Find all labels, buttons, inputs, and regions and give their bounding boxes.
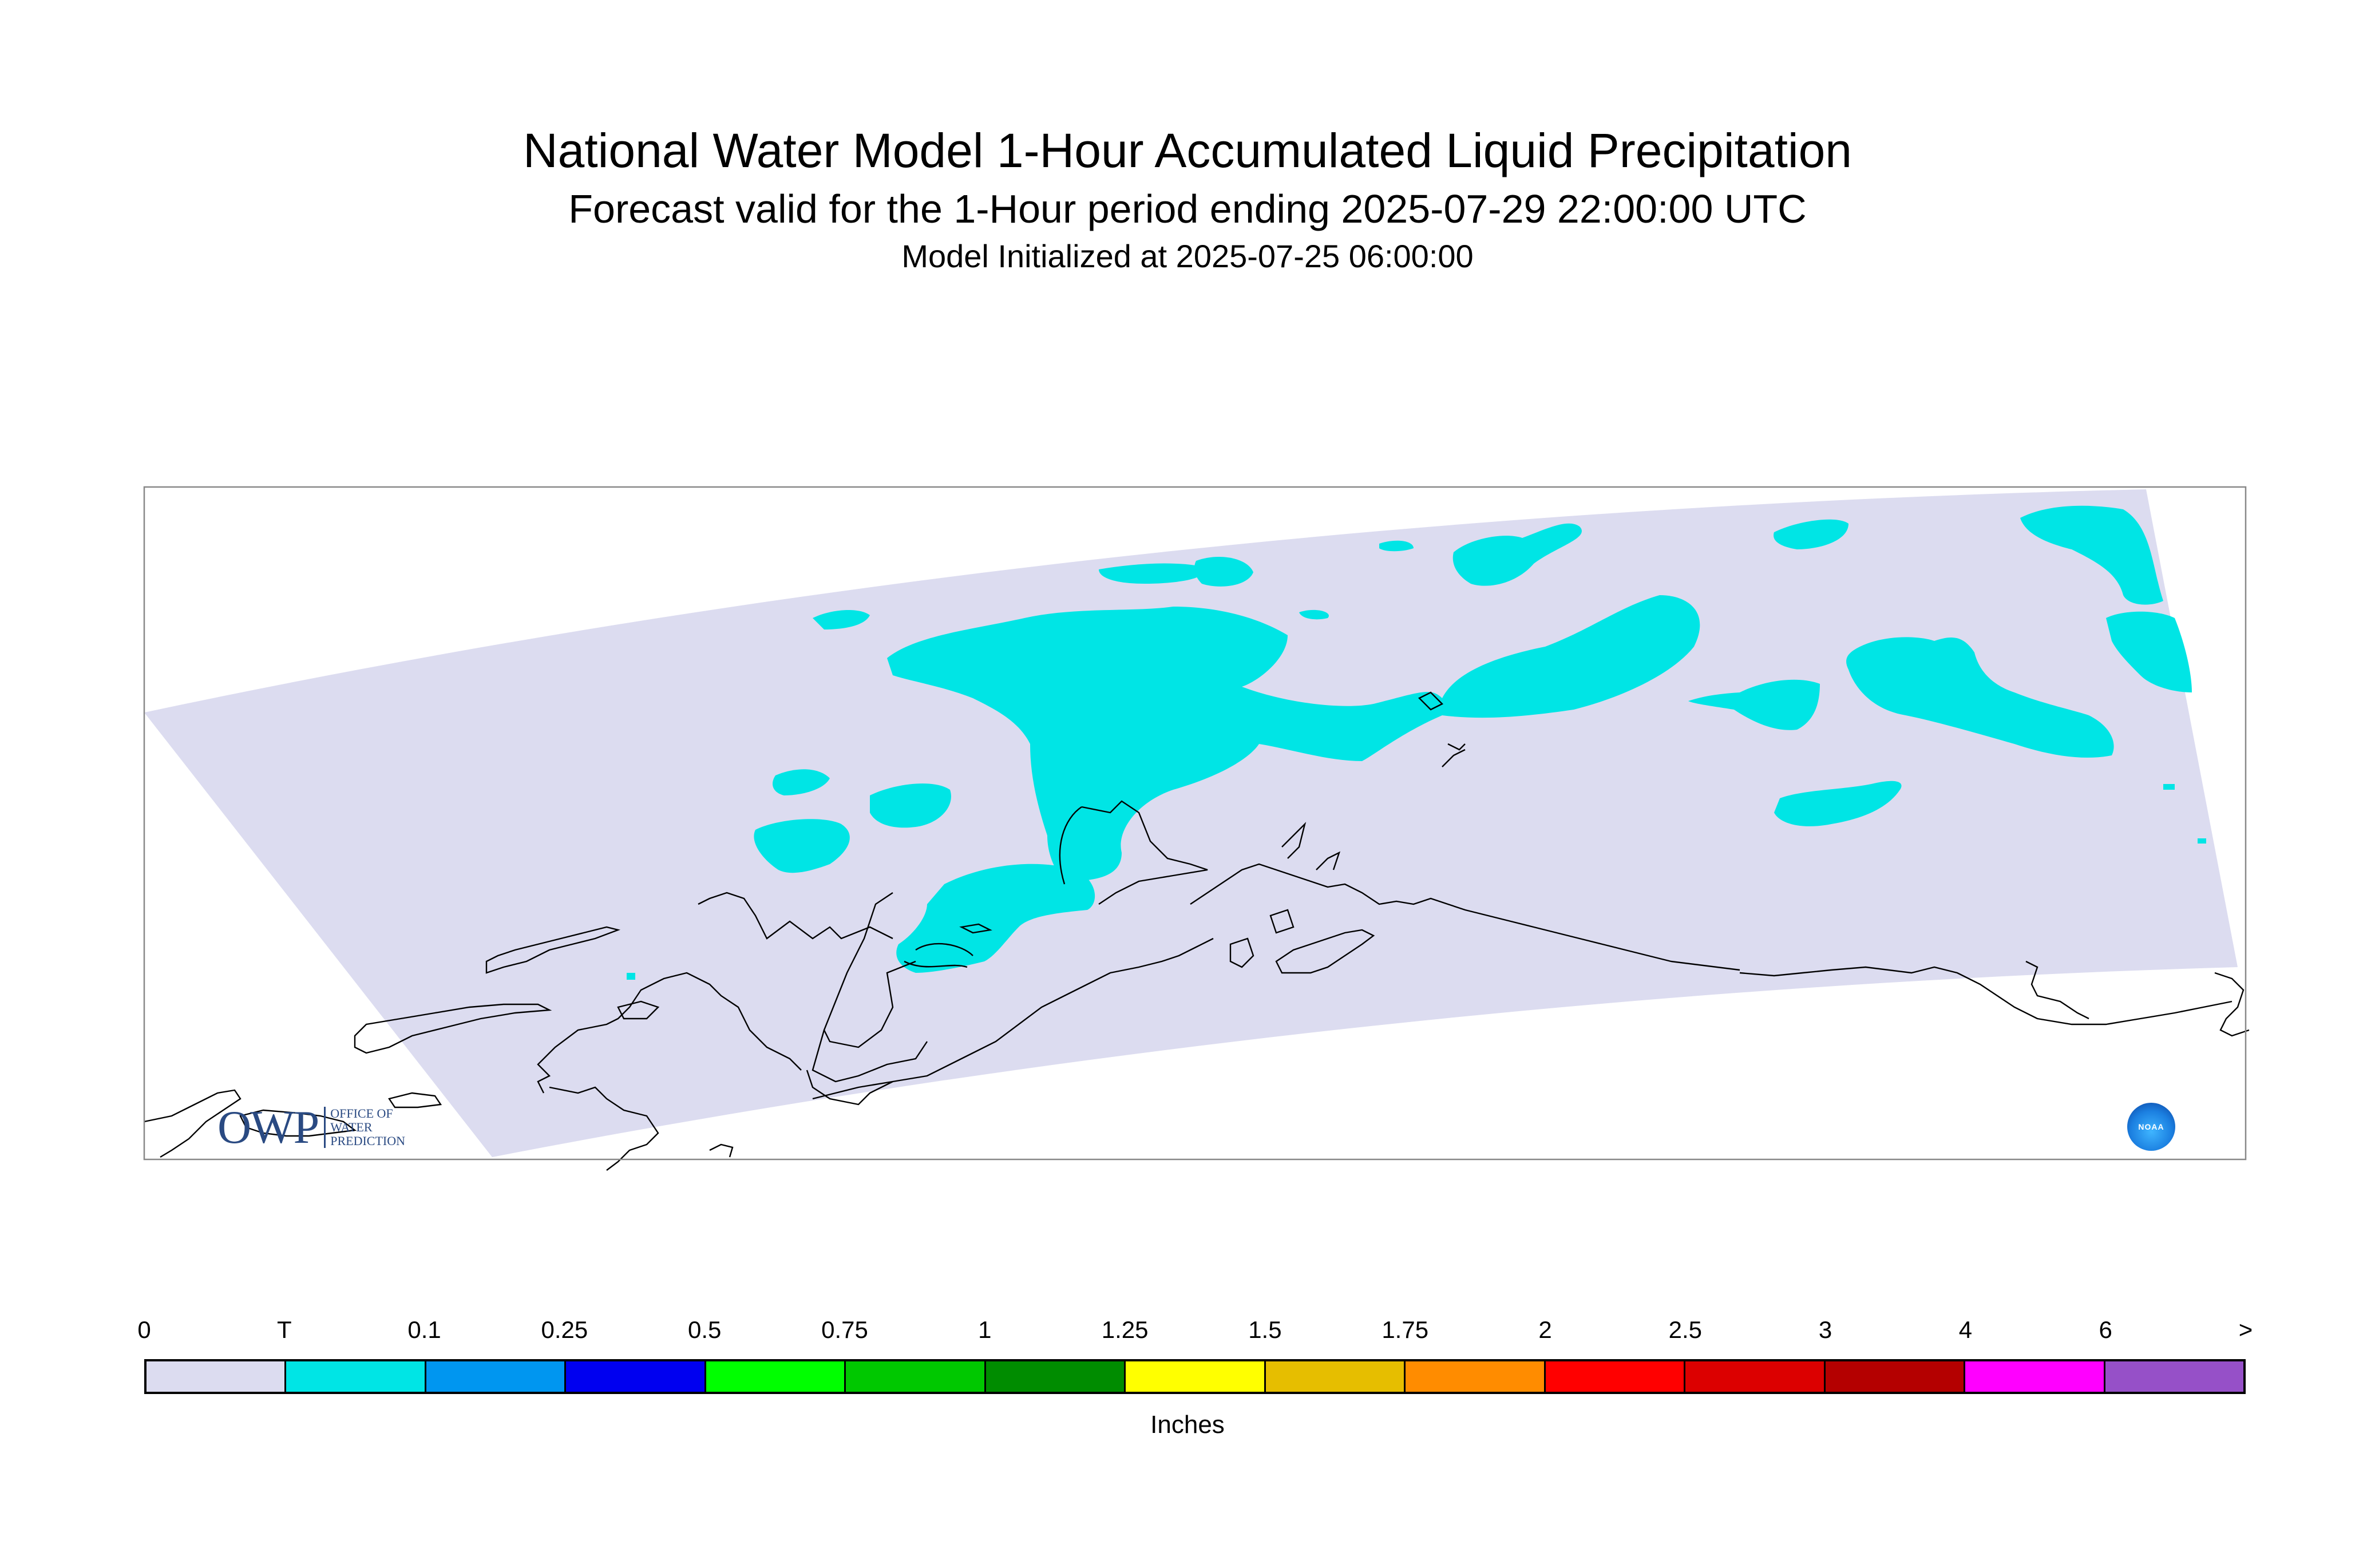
precip-area (870, 783, 951, 828)
precip-area (887, 595, 1700, 881)
coastline (1281, 822, 1341, 870)
legend-swatch (426, 1361, 567, 1392)
legend-tick-label: 1 (978, 1316, 992, 1343)
coastline (1739, 966, 2232, 1025)
coastline (485, 926, 621, 974)
color-legend-bar (144, 1359, 2246, 1394)
legend-swatch (706, 1361, 846, 1392)
legend-units-label: Inches (1150, 1411, 1225, 1439)
precip-area (627, 973, 635, 980)
coastline (812, 937, 1214, 1100)
precip-area (754, 819, 850, 873)
legend-tick-label: 0.25 (541, 1316, 588, 1343)
coastline (1442, 749, 1466, 767)
precip-area (773, 769, 830, 795)
legend-tick-label: 0.5 (687, 1316, 722, 1343)
legend-tick-label: 0 (137, 1316, 151, 1343)
precip-area (2020, 505, 2163, 605)
coastline (823, 892, 916, 1048)
coastline (2214, 972, 2250, 1037)
legend-tick-label: 0.75 (821, 1316, 868, 1343)
precip-area (1688, 679, 1820, 730)
model-init-label: Model Initialized at 2025-07-25 06:00:00 (901, 238, 1474, 274)
precip-area (2163, 784, 2175, 790)
coastline (617, 1000, 660, 1020)
precip-area (1379, 540, 1414, 552)
precip-area (1452, 523, 1582, 586)
coastline (1229, 909, 1295, 968)
legend-swatch (1545, 1361, 1686, 1392)
legend-tick-label: 2 (1538, 1316, 1552, 1343)
owp-logo-mark: OWP (217, 1101, 319, 1153)
map-title: National Water Model 1-Hour Accumulated … (522, 124, 1852, 177)
noaa-logo: NOAA (2127, 1103, 2175, 1151)
legend-tick-label: 2.5 (1668, 1316, 1702, 1343)
owp-logo: OWP OFFICE OF WATER PREDICTION (217, 1101, 405, 1153)
legend-swatch (1406, 1361, 1546, 1392)
legend-tick-label: 6 (2099, 1316, 2112, 1343)
map-subtitle: Forecast valid for the 1-Hour period end… (568, 187, 1807, 231)
coastline (1418, 691, 1466, 751)
legend-swatch (1126, 1361, 1266, 1392)
noaa-logo-text: NOAA (2138, 1122, 2164, 1131)
coastline (239, 1109, 357, 1137)
map-frame (143, 486, 2247, 1161)
legend-tick-label: 1.5 (1248, 1316, 1282, 1343)
coastline (2025, 960, 2089, 1020)
precip-area (1774, 519, 1848, 549)
legend-tick-label: > (2238, 1316, 2253, 1343)
coastline (1275, 929, 1375, 974)
legend-swatch (1265, 1361, 1406, 1392)
model-domain-area (144, 489, 2238, 1157)
precip-area (1299, 609, 1329, 620)
legend-tick-label: 1.75 (1382, 1316, 1429, 1343)
legend-tick-label: 0.1 (407, 1316, 441, 1343)
coastline (1059, 800, 1208, 905)
legend-swatch (147, 1361, 287, 1392)
coastline (959, 923, 992, 934)
owp-logo-line: OFFICE OF (330, 1106, 393, 1120)
legend-swatch (1685, 1361, 1826, 1392)
precip-area (1774, 781, 1902, 826)
owp-logo-text: OFFICE OF WATER PREDICTION (324, 1107, 405, 1148)
precip-areas (627, 505, 2206, 980)
legend-swatch (1825, 1361, 1966, 1392)
coastline (1190, 863, 1740, 971)
precip-area (1846, 637, 2114, 758)
legend-tick-label: 1.25 (1101, 1316, 1149, 1343)
coastline (549, 1086, 659, 1171)
precip-area (813, 609, 870, 629)
precip-area (1099, 563, 1204, 584)
owp-logo-line: WATER (330, 1120, 373, 1134)
legend-swatch (566, 1361, 706, 1392)
legend-tick-label: T (276, 1316, 292, 1343)
coastline (806, 1030, 928, 1106)
legend-swatch (2105, 1361, 2244, 1392)
coastline (698, 892, 973, 968)
legend-swatch (985, 1361, 1126, 1392)
precip-area (2198, 838, 2206, 844)
coastlines (144, 691, 2250, 1171)
legend-swatch (1965, 1361, 2105, 1392)
precip-area (2106, 611, 2192, 692)
coastline (354, 1003, 552, 1054)
precip-area (1194, 556, 1253, 587)
precip-area (896, 864, 1095, 973)
coastline (388, 1092, 442, 1108)
legend-tick-label: 4 (1958, 1316, 1973, 1343)
legend-tick-label: 3 (1818, 1316, 1832, 1343)
legend-swatch (286, 1361, 426, 1392)
legend-swatch (846, 1361, 986, 1392)
coastline (709, 1143, 734, 1158)
coastline (537, 972, 802, 1094)
owp-logo-line: PREDICTION (330, 1134, 405, 1148)
coastline (144, 1089, 242, 1158)
